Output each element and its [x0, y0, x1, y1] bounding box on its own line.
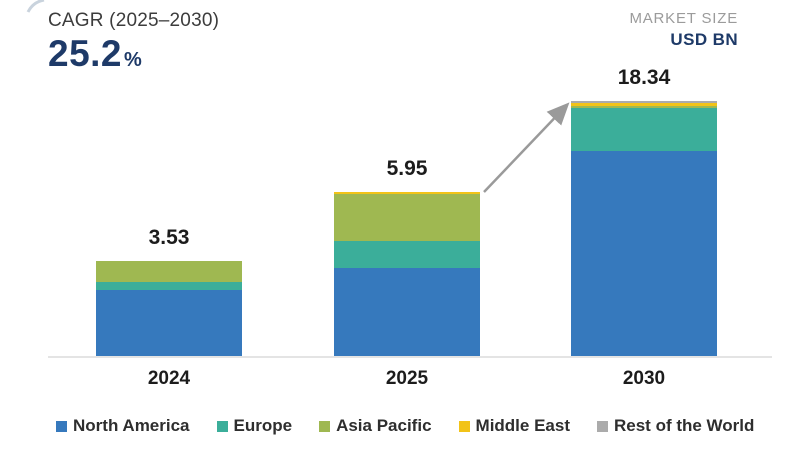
- x-axis-tick-label: 2024: [147, 368, 191, 389]
- stacked-bar-2024: [96, 261, 242, 356]
- segment-asia-pacific: [96, 261, 242, 282]
- legend-item-middle-east: Middle East: [458, 416, 570, 436]
- segment-middle-east: [571, 103, 717, 106]
- segment-north-america: [96, 290, 242, 356]
- legend-swatch-icon: [597, 420, 608, 432]
- x-axis-tick-label: 2030: [622, 368, 666, 389]
- legend-label: Asia Pacific: [336, 416, 432, 435]
- cagr-percent-sign: %: [124, 49, 142, 71]
- legend-item-north-america: North America: [56, 416, 190, 436]
- legend-swatch-icon: [56, 420, 67, 432]
- legend-swatch-icon: [458, 420, 470, 432]
- cagr-value-row: 25.2 %: [48, 33, 219, 75]
- market-size-unit: USD BN: [670, 30, 738, 49]
- x-axis-line: [48, 356, 772, 358]
- legend-item-rest-of-the-world: Rest of the World: [597, 416, 754, 436]
- legend-swatch-icon: [319, 420, 331, 432]
- legend-item-asia-pacific: Asia Pacific: [319, 416, 432, 436]
- stacked-bar-2030: [571, 101, 717, 356]
- segment-north-america: [334, 268, 480, 356]
- segment-asia-pacific: [571, 105, 717, 108]
- legend: North America Europe Asia Pacific Middle Ea…: [56, 416, 754, 436]
- segment-middle-east: [334, 192, 480, 194]
- legend-item-europe: Europe: [216, 416, 293, 436]
- cagr-label: CAGR (2025–2030): [48, 10, 220, 31]
- legend-label: Rest of the World: [614, 416, 755, 435]
- segment-europe: [96, 282, 242, 290]
- cagr-block: CAGR (2025–2030) 25.2 %: [48, 10, 219, 75]
- legend-label: North America: [73, 416, 190, 435]
- legend-label: Middle East: [475, 416, 570, 435]
- segment-europe: [334, 241, 480, 268]
- bar-total-label: 3.53: [148, 226, 190, 249]
- segment-asia-pacific: [334, 194, 480, 241]
- legend-label: Europe: [233, 416, 293, 435]
- market-size-block: MARKET SIZE USD BN: [629, 10, 738, 50]
- cagr-value: 25.2: [48, 33, 123, 74]
- market-size-label: MARKET SIZE: [629, 10, 738, 27]
- x-axis-tick-label: 2025: [385, 368, 429, 389]
- legend-swatch-icon: [216, 420, 228, 432]
- bar-total-label: 18.34: [617, 66, 671, 89]
- bar-total-label: 5.95: [386, 157, 428, 180]
- segment-rest-of-the-world: [571, 101, 717, 103]
- stacked-bar-2025: [334, 192, 480, 356]
- segment-europe: [571, 108, 717, 151]
- segment-north-america: [571, 151, 717, 356]
